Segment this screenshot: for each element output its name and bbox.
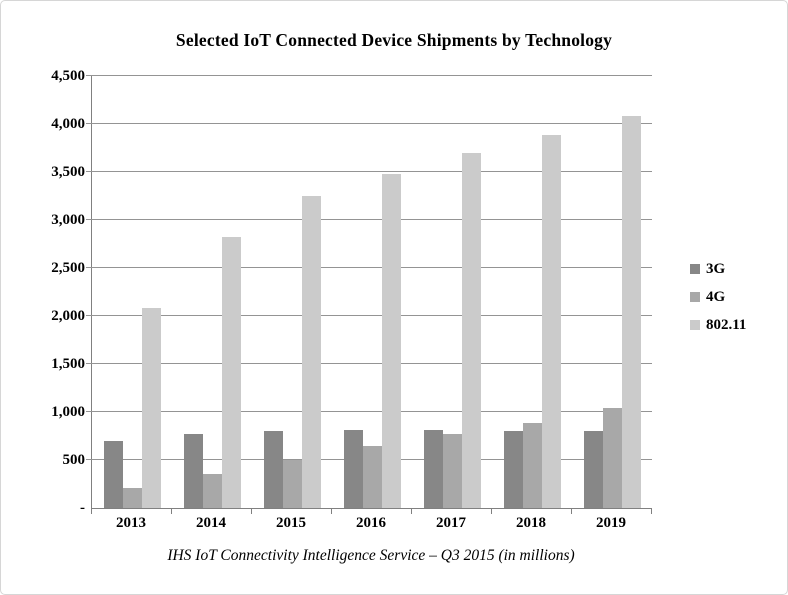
y-axis-label-500: 500 [62, 452, 86, 468]
y-axis-label-4500: 4,500 [51, 68, 85, 84]
x-axis-label-2016: 2016 [356, 515, 386, 531]
bar-3g-2014 [183, 433, 203, 508]
bar-80211-2018 [541, 135, 561, 508]
x-axis-labels: 2013 2014 2015 2016 2017 2018 2019 [91, 515, 651, 535]
plot-area [86, 75, 652, 509]
bar-3g-2013 [103, 440, 123, 508]
legend-item-4g: 4G [690, 288, 746, 306]
bar-3g-2017 [423, 429, 443, 508]
gridline-3000 [86, 219, 652, 220]
bar-80211-2016 [381, 174, 401, 508]
bar-3g-2016 [343, 429, 363, 508]
legend-swatch-icon [690, 264, 700, 274]
bar-4g-2018 [522, 423, 542, 508]
legend: 3G 4G 802.11 [690, 260, 746, 344]
y-axis-label-2000: 2,000 [51, 308, 85, 324]
x-axis-tick [171, 509, 172, 514]
legend-swatch-icon [690, 320, 700, 330]
x-axis-tick [571, 509, 572, 514]
bar-80211-2017 [461, 153, 481, 508]
chart-footnote: IHS IoT Connectivity Intelligence Servic… [167, 547, 575, 564]
y-axis-label-1500: 1,500 [51, 356, 85, 372]
gridline-4500 [86, 75, 652, 76]
bar-80211-2014 [221, 236, 241, 508]
gridline-2000 [86, 315, 652, 316]
bar-4g-2015 [282, 460, 302, 508]
legend-swatch-icon [690, 292, 700, 302]
bar-3g-2018 [503, 430, 523, 508]
bar-3g-2015 [263, 430, 283, 508]
x-axis-tick [331, 509, 332, 514]
bar-4g-2014 [202, 473, 222, 508]
bar-4g-2019 [602, 407, 622, 508]
y-axis-labels: - 500 1,000 1,500 2,000 2,500 3,000 3,500 4,000 4… [1, 68, 86, 516]
bar-80211-2013 [141, 308, 161, 508]
bar-80211-2019 [621, 116, 641, 508]
bar-3g-2019 [583, 430, 603, 508]
bar-4g-2016 [362, 446, 382, 508]
legend-label: 802.11 [706, 317, 747, 333]
gridline-1500 [86, 363, 652, 364]
gridline-3500 [86, 171, 652, 172]
bar-4g-2017 [442, 434, 462, 508]
y-axis-label-1000: 1,000 [51, 404, 85, 420]
y-axis-label-4000: 4,000 [51, 116, 85, 132]
x-axis-tick [251, 509, 252, 514]
x-axis-ticks [91, 509, 652, 515]
x-axis-label-2018: 2018 [516, 515, 546, 531]
legend-item-80211: 802.11 [690, 316, 746, 334]
y-axis-label-2500: 2,500 [51, 260, 85, 276]
gridline-4000 [86, 123, 652, 124]
y-axis-label-3000: 3,000 [51, 212, 85, 228]
x-axis-tick [91, 509, 92, 514]
y-axis-label-3500: 3,500 [51, 164, 85, 180]
bar-80211-2015 [301, 195, 321, 508]
legend-label: 4G [706, 289, 726, 305]
x-axis-label-2013: 2013 [116, 515, 146, 531]
y-axis-label-0: - [80, 500, 85, 516]
legend-item-3g: 3G [690, 260, 746, 278]
x-axis-label-2019: 2019 [596, 515, 626, 531]
x-axis-tick [411, 509, 412, 514]
x-axis-label-2015: 2015 [276, 515, 306, 531]
legend-label: 3G [706, 261, 726, 277]
bar-4g-2013 [122, 488, 142, 508]
x-axis-tick [491, 509, 492, 514]
x-axis-tick [651, 509, 652, 514]
chart-title: Selected IoT Connected Device Shipments … [175, 30, 613, 50]
gridline-2500 [86, 267, 652, 268]
x-axis-label-2017: 2017 [436, 515, 466, 531]
x-axis-label-2014: 2014 [196, 515, 226, 531]
gridline-1000 [86, 411, 652, 412]
